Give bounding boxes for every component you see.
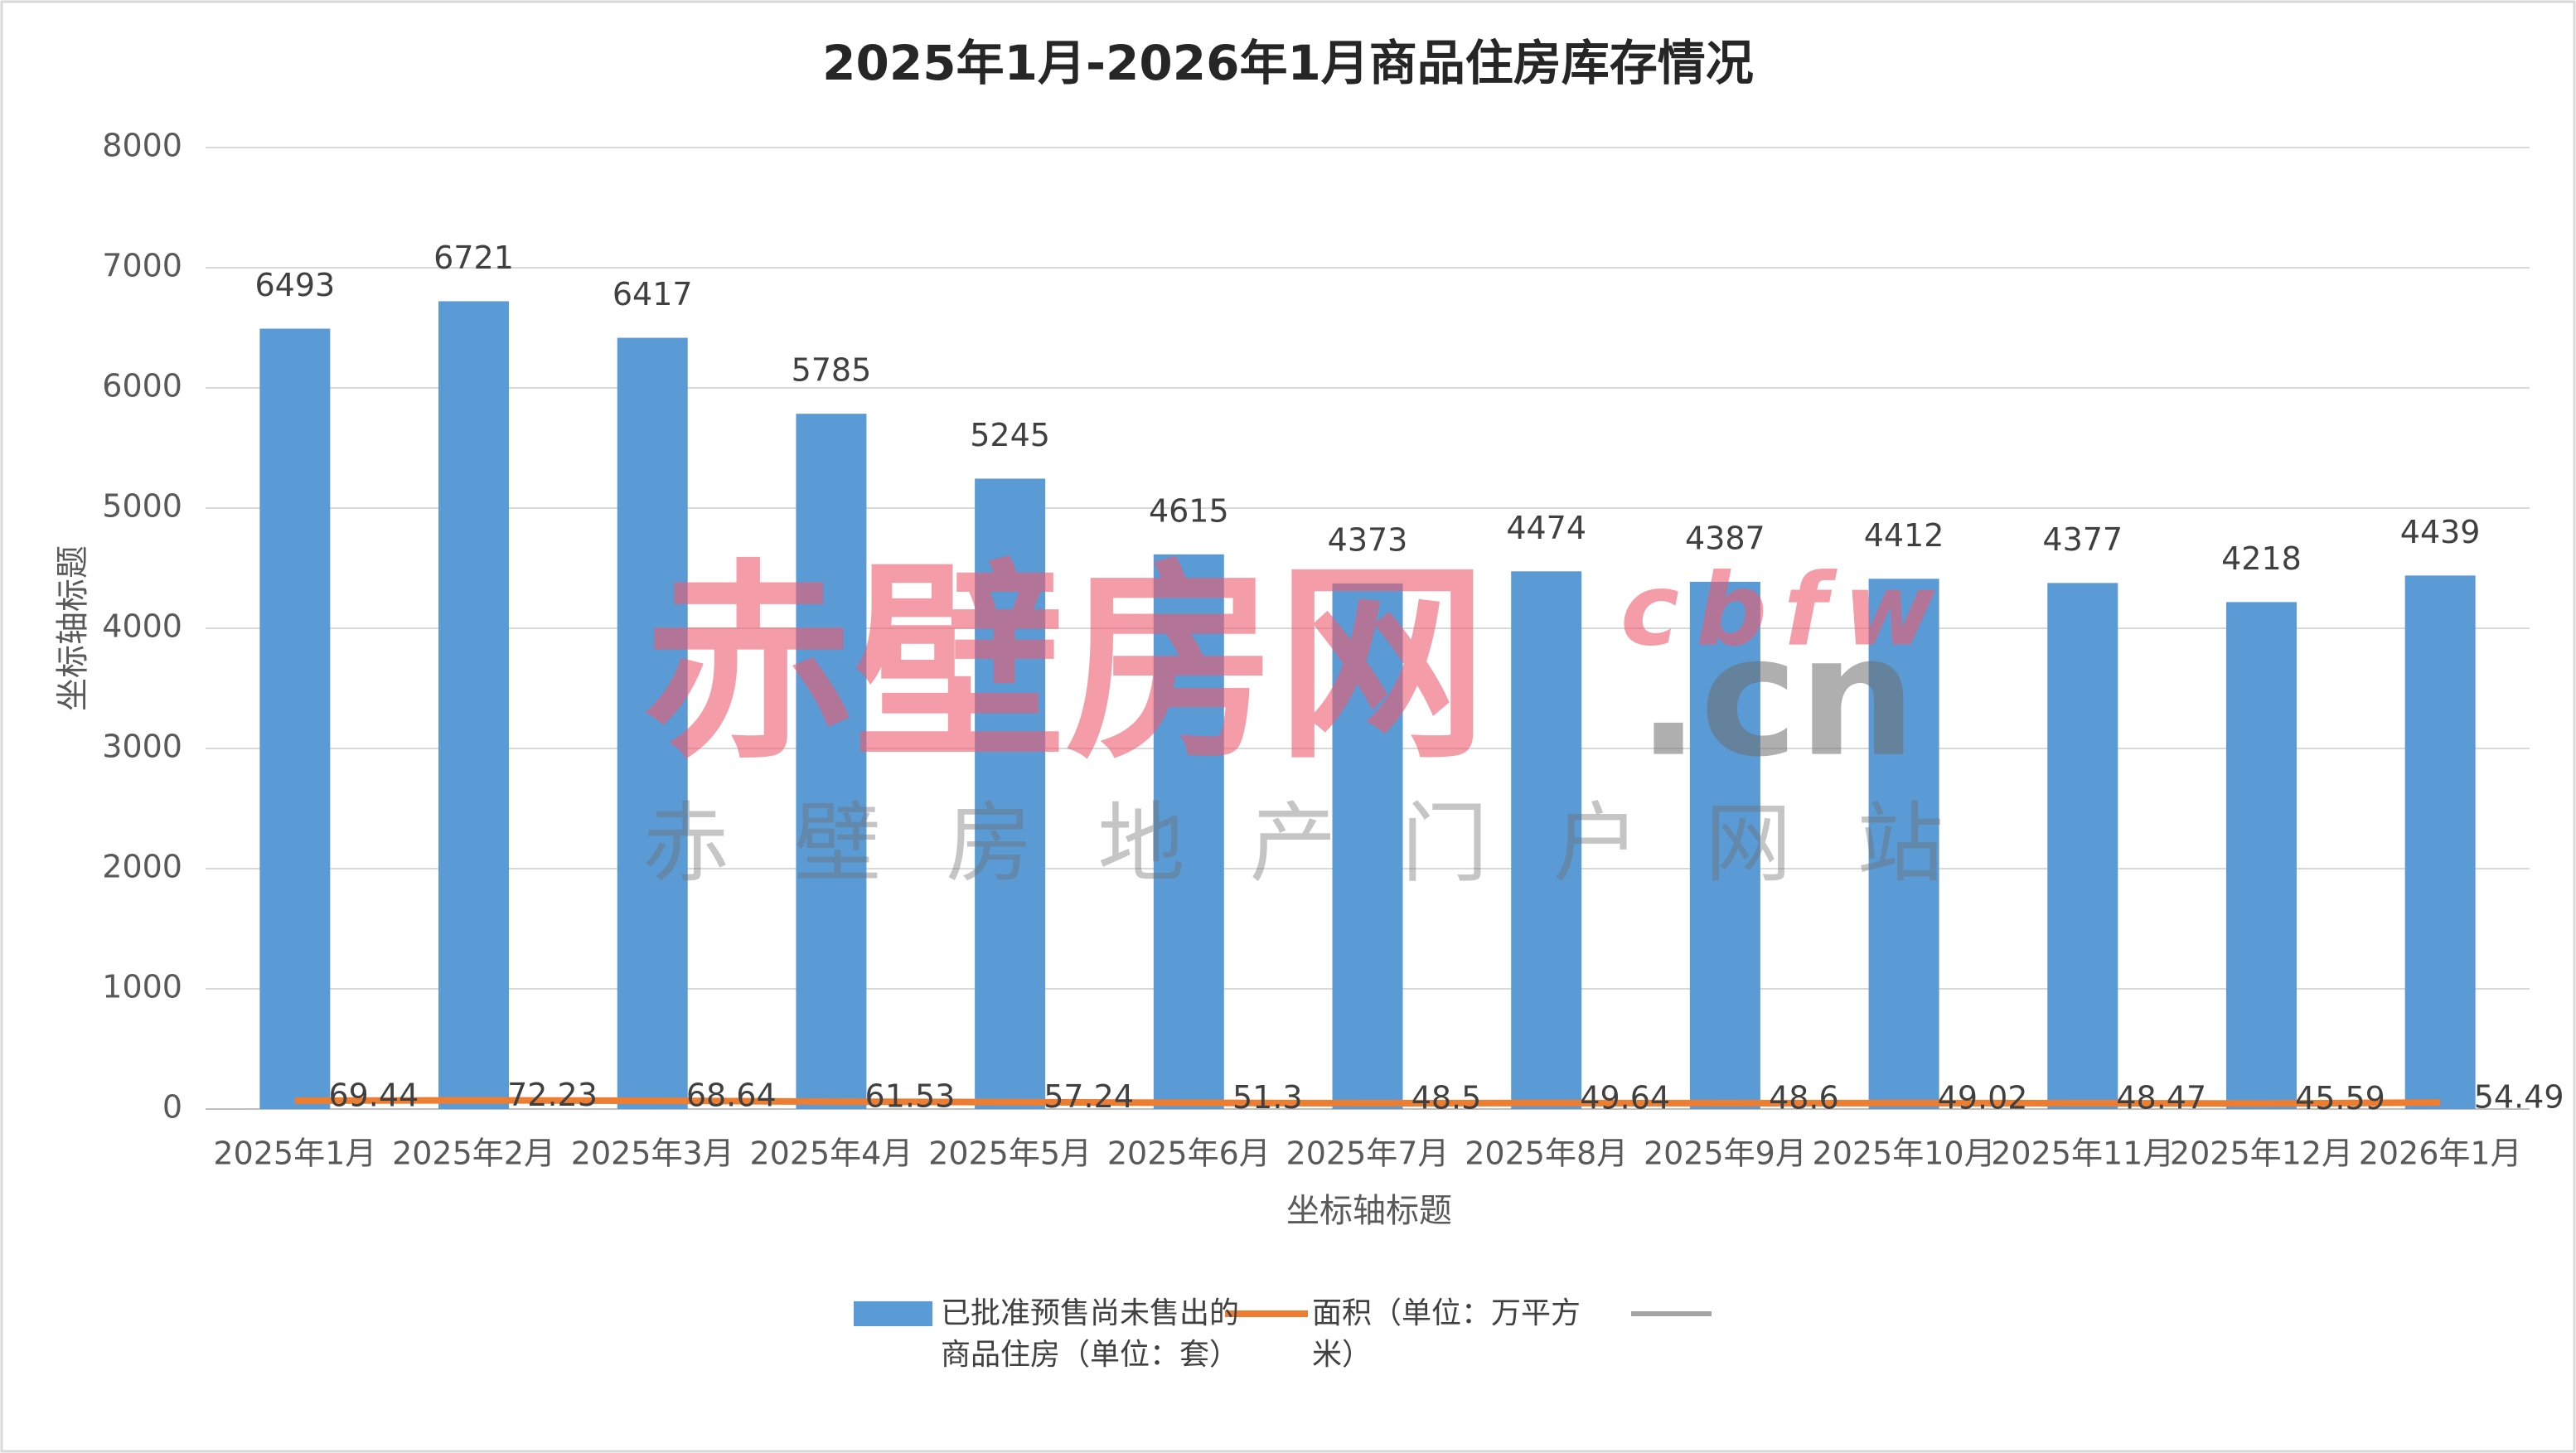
bar bbox=[1332, 583, 1403, 1109]
y-tick-label: 1000 bbox=[102, 969, 182, 1005]
x-tick-label: 2025年4月 bbox=[749, 1136, 913, 1172]
x-tick-label: 2025年9月 bbox=[1644, 1136, 1807, 1172]
chart-title: 2025年1月-2026年1月商品住房库存情况 bbox=[822, 35, 1754, 91]
legend-label: 已批准预售尚未售出的商品住房（单位：套） bbox=[941, 1296, 1240, 1372]
y-tick-label: 4000 bbox=[102, 608, 182, 645]
bar-value-label: 4412 bbox=[1864, 517, 1944, 554]
line-value-label: 72.23 bbox=[507, 1077, 598, 1113]
bar bbox=[796, 414, 867, 1109]
line-value-label: 68.64 bbox=[686, 1078, 777, 1114]
bar bbox=[2047, 583, 2118, 1109]
bar-value-label: 4373 bbox=[1328, 521, 1408, 558]
bar-value-label: 6721 bbox=[433, 240, 514, 276]
bar bbox=[259, 328, 331, 1109]
bar bbox=[1153, 554, 1224, 1109]
y-tick-label: 3000 bbox=[102, 729, 182, 765]
bar-value-label: 5785 bbox=[792, 352, 872, 389]
x-tick-label: 2025年10月 bbox=[1813, 1136, 1996, 1172]
line-value-label: 48.5 bbox=[1411, 1079, 1482, 1116]
line-value-label: 51.3 bbox=[1232, 1079, 1303, 1116]
bar-value-label: 4615 bbox=[1149, 492, 1229, 529]
y-tick-label: 6000 bbox=[102, 368, 182, 404]
line-value-label: 49.64 bbox=[1580, 1079, 1670, 1116]
line-value-label: 45.59 bbox=[2295, 1080, 2385, 1116]
line-value-label: 48.47 bbox=[2116, 1079, 2206, 1116]
x-axis-title: 坐标轴标题 bbox=[1286, 1192, 1452, 1230]
x-tick-label: 2026年1月 bbox=[2359, 1136, 2522, 1172]
plot-area: 0 1000 2000 3000 4000 5000 6000 7000 8000 2025年1月… bbox=[102, 128, 2564, 1172]
y-tick-label: 8000 bbox=[102, 128, 182, 164]
bar-value-label: 4439 bbox=[2400, 514, 2481, 550]
x-tick-label: 2025年7月 bbox=[1286, 1136, 1450, 1172]
line-value-label: 54.49 bbox=[2474, 1079, 2564, 1116]
legend-label: 面积（单位：万平方米） bbox=[1312, 1296, 1581, 1372]
line-value-label: 61.53 bbox=[865, 1078, 956, 1115]
bar bbox=[2225, 602, 2297, 1109]
bar-value-label: 4218 bbox=[2221, 540, 2302, 577]
line-value-label: 49.02 bbox=[1938, 1079, 2028, 1116]
x-tick-label: 2025年2月 bbox=[392, 1136, 555, 1172]
y-tick-label: 0 bbox=[162, 1089, 182, 1126]
bar bbox=[438, 301, 510, 1110]
legend-marker bbox=[854, 1301, 932, 1326]
x-tick-label: 2025年6月 bbox=[1107, 1136, 1271, 1172]
x-tick-label: 2025年3月 bbox=[571, 1136, 734, 1172]
x-tick-label: 2025年8月 bbox=[1465, 1136, 1628, 1172]
bar-value-label: 5245 bbox=[970, 417, 1050, 453]
y-tick-label: 2000 bbox=[102, 849, 182, 885]
bar-value-label: 6493 bbox=[254, 267, 335, 303]
line-value-label: 48.6 bbox=[1769, 1079, 1839, 1116]
bar-value-label: 4377 bbox=[2042, 521, 2123, 558]
bar-value-label: 4387 bbox=[1685, 520, 1765, 556]
bar-value-label: 6417 bbox=[613, 276, 693, 312]
y-tick-label: 5000 bbox=[102, 488, 182, 525]
bar bbox=[1511, 571, 1582, 1109]
bar bbox=[2404, 575, 2476, 1109]
x-tick-label: 2025年5月 bbox=[928, 1136, 1092, 1172]
bar-value-label: 4474 bbox=[1506, 510, 1586, 546]
bar bbox=[1689, 581, 1760, 1109]
bar bbox=[617, 337, 688, 1109]
x-tick-label: 2025年11月 bbox=[1991, 1136, 2174, 1172]
bar bbox=[975, 478, 1046, 1109]
x-tick-label: 2025年1月 bbox=[213, 1136, 376, 1172]
line-value-label: 69.44 bbox=[328, 1077, 419, 1113]
y-tick-label: 7000 bbox=[102, 248, 182, 284]
bar bbox=[1868, 579, 1939, 1109]
x-tick-label: 2025年12月 bbox=[2170, 1136, 2353, 1172]
line-value-label: 57.24 bbox=[1043, 1078, 1134, 1115]
y-axis-title: 坐标轴标题 bbox=[54, 545, 92, 711]
line bbox=[294, 1097, 2441, 1107]
